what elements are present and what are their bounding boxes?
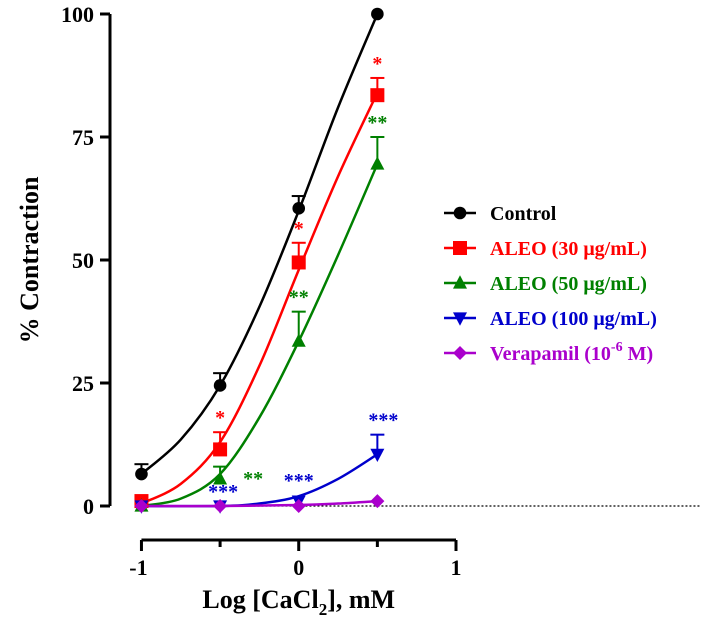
legend-item: ALEO (50 μg/mL) xyxy=(444,273,647,295)
legend-label-main: ALEO (100 μg/mL) xyxy=(490,308,657,330)
significance-label: *** xyxy=(368,410,398,432)
data-point-verapamil-10-m xyxy=(370,494,385,509)
legend-marker xyxy=(453,346,467,360)
data-point-control xyxy=(135,467,148,481)
data-point-verapamil-10-m xyxy=(291,499,306,513)
data-point-aleo-50-g-ml xyxy=(370,156,385,170)
legend-item: ALEO (30 μg/mL) xyxy=(444,238,647,260)
x-tick-label: -1 xyxy=(129,555,147,580)
data-point-aleo-50-g-ml xyxy=(213,471,228,485)
data-point-aleo-30-g-ml xyxy=(213,442,228,457)
legend-marker xyxy=(453,206,467,220)
fit-curve-aleo-50-g-ml xyxy=(141,163,379,508)
significance-label: * xyxy=(294,218,304,240)
y-tick-label: 25 xyxy=(72,371,94,396)
y-tick-label: 100 xyxy=(61,2,94,27)
y-tick-label: 50 xyxy=(72,248,94,273)
x-tick-label: 1 xyxy=(451,555,462,580)
data-point-aleo-30-g-ml xyxy=(291,255,306,270)
fit-curves xyxy=(140,13,379,508)
legend-item: ALEO (100 μg/mL) xyxy=(444,308,657,330)
y-axis-title: % Contraction xyxy=(15,176,44,343)
fit-curve-aleo-30-g-ml xyxy=(140,92,379,505)
y-tick-label: 0 xyxy=(83,494,94,519)
fit-curve-control xyxy=(140,13,379,475)
data-point-control xyxy=(292,202,306,215)
data-point-aleo-50-g-ml xyxy=(291,333,306,347)
legend-label: Control xyxy=(490,203,557,225)
legend-label-main: Verapamil (10 xyxy=(490,343,611,365)
significance-label: *** xyxy=(284,470,314,492)
legend-label-main: Control xyxy=(490,203,557,225)
significance-label: * xyxy=(215,407,225,429)
x-axis-title: Log [CaCl2], mM xyxy=(202,585,395,619)
significance-label: *** xyxy=(208,481,238,503)
data-point-verapamil-10-m xyxy=(134,499,149,513)
legend-marker xyxy=(453,275,467,289)
legend-item: Verapamil (10-6 M) xyxy=(444,340,653,365)
data-point-control xyxy=(371,7,384,21)
legend: Control ALEO (30 μg/mL) ALEO (50 μg/mL) ALE… xyxy=(444,203,657,365)
significance-label: * xyxy=(372,53,382,75)
data-point-aleo-30-g-ml xyxy=(370,88,385,103)
x-axis-title-tail: ], mM xyxy=(327,585,395,614)
significance-labels: ************ ****** xyxy=(208,53,398,503)
significance-label: ** xyxy=(243,468,263,490)
legend-label-tail: M) xyxy=(623,343,654,365)
legend-label-main: ALEO (50 μg/mL) xyxy=(490,273,647,295)
legend-label: ALEO (100 μg/mL) xyxy=(490,308,657,330)
x-axis-title-main: Log [CaCl xyxy=(202,585,318,614)
significance-label: ** xyxy=(367,112,387,134)
legend-item: Control xyxy=(444,203,557,225)
x-tick-label: 0 xyxy=(293,555,304,580)
significance-label: ** xyxy=(289,287,309,309)
y-tick-label: 75 xyxy=(72,125,94,150)
x-axis-title-sub: 2 xyxy=(319,600,328,619)
legend-label-main: ALEO (30 μg/mL) xyxy=(490,238,647,260)
data-point-aleo-100-g-ml xyxy=(370,448,385,463)
legend-marker xyxy=(453,241,467,255)
legend-label-sup: -6 xyxy=(611,340,623,355)
legend-label: ALEO (50 μg/mL) xyxy=(490,273,647,295)
legend-label: Verapamil (10-6 M) xyxy=(490,340,653,365)
legend-marker xyxy=(453,312,467,326)
data-points xyxy=(134,7,385,514)
data-point-verapamil-10-m xyxy=(213,499,228,513)
data-point-control xyxy=(213,379,227,392)
legend-label: ALEO (30 μg/mL) xyxy=(490,238,647,260)
